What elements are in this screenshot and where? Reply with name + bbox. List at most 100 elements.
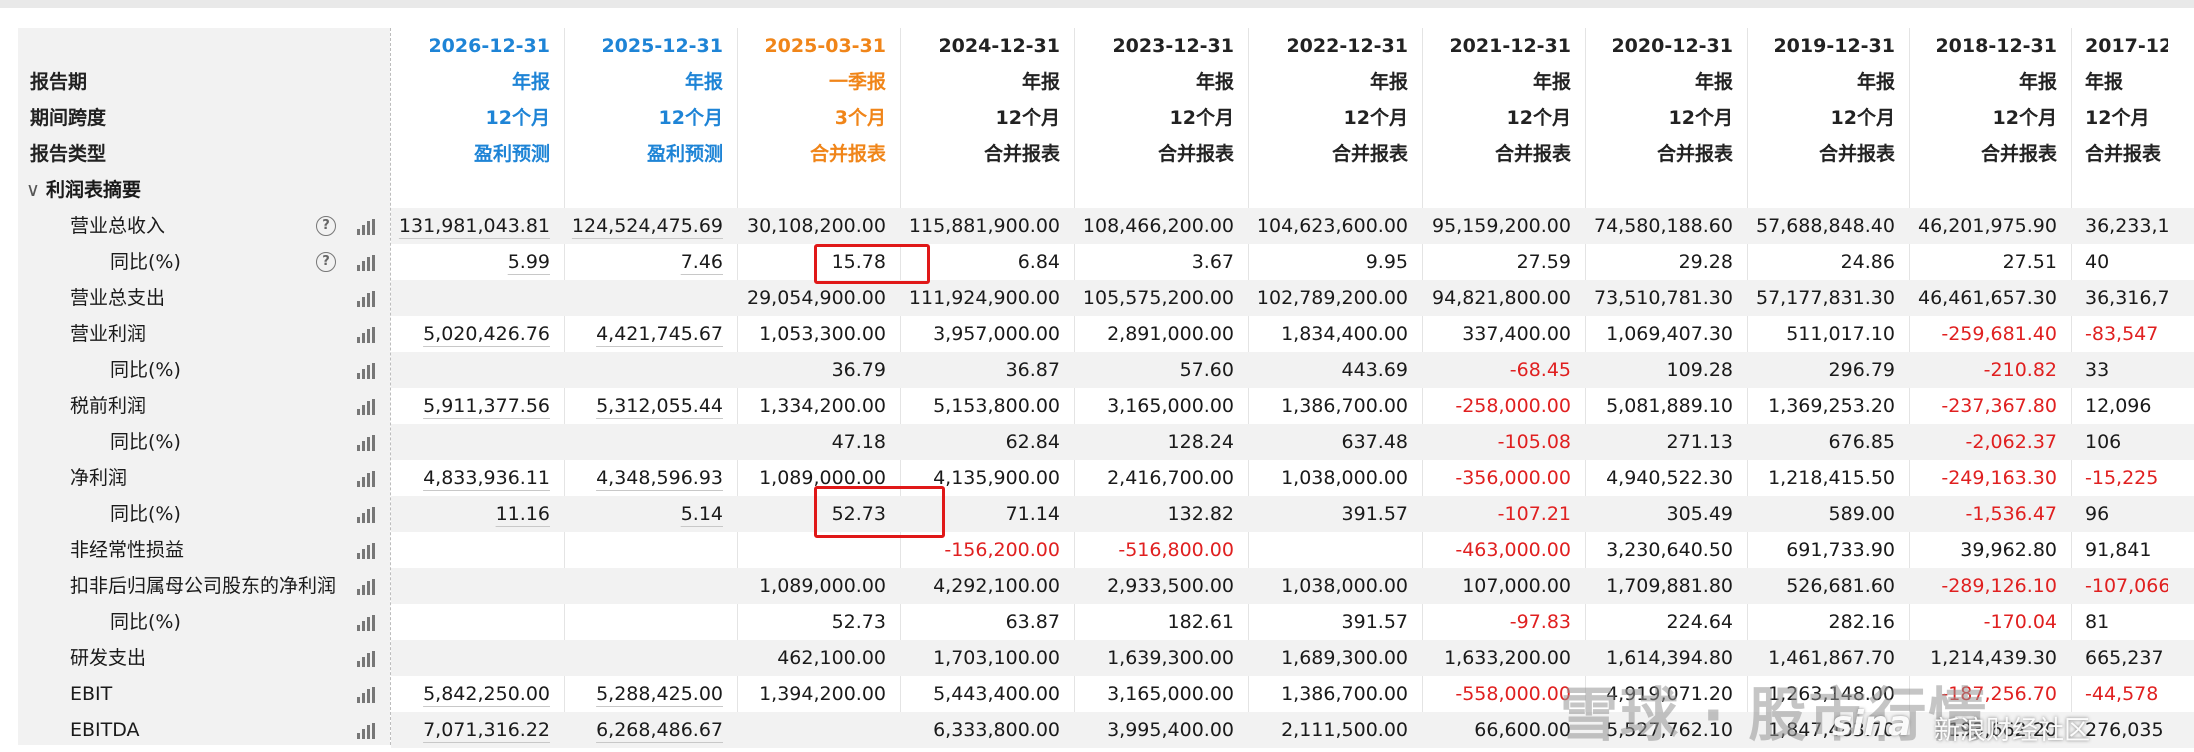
table-cell[interactable]: -463,000.00 xyxy=(1455,539,1571,561)
table-cell[interactable]: 1,053,300.00 xyxy=(759,323,886,345)
table-cell[interactable]: 1,461,867.70 xyxy=(1768,647,1895,669)
table-cell[interactable]: 132.82 xyxy=(1167,503,1234,525)
table-cell[interactable]: 107,000.00 xyxy=(1462,575,1571,597)
table-cell[interactable]: 108,466,200.00 xyxy=(1082,215,1234,237)
table-cell[interactable]: 3.67 xyxy=(1191,251,1234,273)
table-cell[interactable]: -44,578 xyxy=(2085,683,2159,705)
table-cell[interactable]: -187,256.70 xyxy=(1941,683,2057,705)
column-header-date[interactable]: 2021-12-31 xyxy=(1449,35,1571,57)
table-cell[interactable]: 5,153,800.00 xyxy=(933,395,1060,417)
table-cell[interactable]: 5,443,400.00 xyxy=(933,683,1060,705)
table-cell[interactable]: -107.21 xyxy=(1497,503,1571,525)
table-cell[interactable]: 6,333,800.00 xyxy=(933,719,1060,741)
table-cell[interactable]: 1,038,000.00 xyxy=(1281,575,1408,597)
table-cell[interactable]: 296.79 xyxy=(1828,359,1895,381)
table-cell[interactable]: 1,038,000.00 xyxy=(1281,467,1408,489)
table-cell[interactable]: 2,933,500.00 xyxy=(1107,575,1234,597)
table-cell[interactable]: 1,334,200.00 xyxy=(759,395,886,417)
table-cell[interactable]: 36,233,175 xyxy=(2085,215,2168,237)
table-cell[interactable] xyxy=(391,568,564,604)
bar-chart-icon[interactable] xyxy=(357,363,375,379)
table-cell[interactable]: 111,924,900.00 xyxy=(908,287,1060,309)
table-cell[interactable]: 4,348,596.93 xyxy=(596,467,723,489)
table-cell[interactable]: 52.73 xyxy=(831,611,886,633)
table-cell[interactable]: -289,126.10 xyxy=(1941,575,2057,597)
table-cell[interactable]: 15.78 xyxy=(831,251,886,273)
table-cell[interactable]: -259,681.40 xyxy=(1941,323,2057,345)
table-cell[interactable]: 276,035 xyxy=(2085,719,2164,741)
table-cell[interactable]: 305.49 xyxy=(1666,503,1733,525)
table-cell[interactable]: -558,000.00 xyxy=(1455,683,1571,705)
table-cell[interactable]: 33 xyxy=(2085,359,2110,381)
table-cell[interactable]: 9.95 xyxy=(1365,251,1408,273)
table-cell[interactable] xyxy=(564,424,737,460)
table-cell[interactable]: 5,911,377.56 xyxy=(423,395,550,417)
table-cell[interactable] xyxy=(1248,532,1422,568)
table-cell[interactable]: 271.13 xyxy=(1666,431,1733,453)
table-cell[interactable]: -210.82 xyxy=(1983,359,2057,381)
table-cell[interactable]: 94,821,800.00 xyxy=(1431,287,1571,309)
table-cell[interactable]: 6.84 xyxy=(1017,251,1060,273)
table-cell[interactable] xyxy=(564,352,737,388)
table-cell[interactable]: 57.60 xyxy=(1179,359,1234,381)
bar-chart-icon[interactable] xyxy=(357,435,375,451)
table-cell[interactable]: 2,891,000.00 xyxy=(1107,323,1234,345)
table-cell[interactable]: 105,575,200.00 xyxy=(1082,287,1234,309)
table-cell[interactable]: 7,071,316.22 xyxy=(423,719,550,741)
table-cell[interactable]: 5,288,425.00 xyxy=(596,683,723,705)
column-header-date[interactable]: 2026-12-31 xyxy=(428,35,550,57)
table-cell[interactable]: 526,681.60 xyxy=(1786,575,1895,597)
table-cell[interactable]: -107,066 xyxy=(2085,575,2168,597)
bar-chart-icon[interactable] xyxy=(357,399,375,415)
table-cell[interactable]: 57,688,848.40 xyxy=(1755,215,1895,237)
table-cell[interactable]: 95,159,200.00 xyxy=(1431,215,1571,237)
table-cell[interactable] xyxy=(564,604,737,640)
table-cell[interactable]: -249,163.30 xyxy=(1941,467,2057,489)
table-cell[interactable]: 1,069,407.30 xyxy=(1606,323,1733,345)
column-header-date[interactable]: 2022-12-31 xyxy=(1286,35,1408,57)
table-cell[interactable]: 27.59 xyxy=(1516,251,1571,273)
table-cell[interactable]: 2,111,500.00 xyxy=(1281,719,1408,741)
table-cell[interactable]: 637.48 xyxy=(1341,431,1408,453)
table-cell[interactable]: 1,263,148.00 xyxy=(1768,683,1895,705)
table-cell[interactable] xyxy=(564,532,737,568)
table-cell[interactable] xyxy=(564,280,737,316)
table-cell[interactable]: 5,312,055.44 xyxy=(596,395,723,417)
column-header-date[interactable]: 2024-12-31 xyxy=(938,35,1060,57)
table-cell[interactable]: 4,833,936.11 xyxy=(423,467,550,489)
column-header-date[interactable]: 2018-12-31 xyxy=(1935,35,2057,57)
table-cell[interactable]: 27.51 xyxy=(2002,251,2057,273)
table-cell[interactable]: 5,081,889.10 xyxy=(1606,395,1733,417)
table-cell[interactable]: 224.64 xyxy=(1666,611,1733,633)
column-header-date[interactable]: 2023-12-31 xyxy=(1112,35,1234,57)
table-cell[interactable]: 11.16 xyxy=(495,503,550,525)
table-cell[interactable]: 73,510,781.30 xyxy=(1593,287,1733,309)
table-cell[interactable]: 39,962.80 xyxy=(1960,539,2057,561)
table-cell[interactable]: 1,847,483.70 xyxy=(1768,719,1895,741)
table-cell[interactable]: 128.24 xyxy=(1167,431,1234,453)
table-cell[interactable]: 1,689,300.00 xyxy=(1281,647,1408,669)
table-cell[interactable]: -170.04 xyxy=(1983,611,2057,633)
table-cell[interactable]: -156,200.00 xyxy=(944,539,1060,561)
table-cell[interactable]: 36,316,723 xyxy=(2085,287,2168,309)
help-circle-icon[interactable]: ? xyxy=(316,252,336,272)
table-cell[interactable]: 5.14 xyxy=(680,503,723,525)
column-header-date[interactable]: 2020-12-31 xyxy=(1611,35,1733,57)
table-cell[interactable]: 1,218,415.50 xyxy=(1768,467,1895,489)
table-cell[interactable]: -356,000.00 xyxy=(1455,467,1571,489)
table-cell[interactable]: 30,108,200.00 xyxy=(746,215,886,237)
table-cell[interactable]: 124,524,475.69 xyxy=(571,215,723,237)
table-cell[interactable]: -105.08 xyxy=(1497,431,1571,453)
table-cell[interactable]: 109.28 xyxy=(1666,359,1733,381)
table-cell[interactable]: 391.57 xyxy=(1341,503,1408,525)
table-cell[interactable]: 282.16 xyxy=(1828,611,1895,633)
table-cell[interactable]: 29.28 xyxy=(1678,251,1733,273)
table-cell[interactable]: -83,547 xyxy=(2085,323,2159,345)
column-header-date[interactable]: 2017-12-31 xyxy=(2085,35,2168,57)
table-cell[interactable]: 337,400.00 xyxy=(1462,323,1571,345)
bar-chart-icon[interactable] xyxy=(357,579,375,595)
table-cell[interactable]: 5,527,762.10 xyxy=(1606,719,1733,741)
table-cell[interactable]: 4,421,745.67 xyxy=(596,323,723,345)
table-cell[interactable]: 36.87 xyxy=(1005,359,1060,381)
table-cell[interactable]: 1,614,394.80 xyxy=(1606,647,1733,669)
